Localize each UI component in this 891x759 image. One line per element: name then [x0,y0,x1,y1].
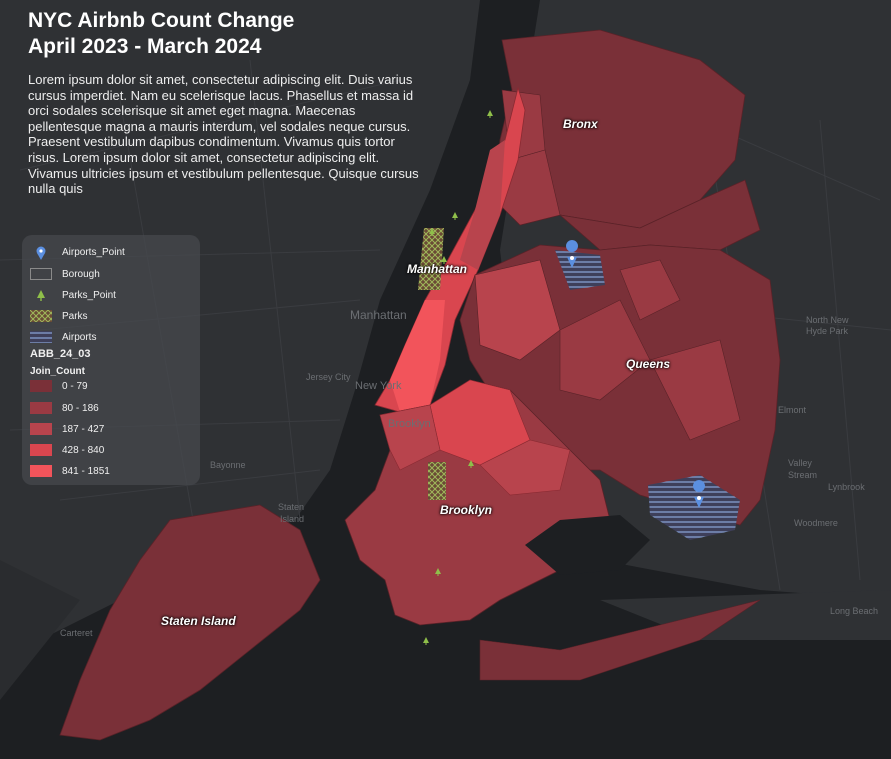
borough-brooklyn[interactable] [344,379,761,681]
legend-layer-title: ABB_24_03 [30,348,91,360]
map-title: NYC Airbnb Count Change April 2023 - Mar… [28,8,294,60]
legend-class-2: 187 - 427 [30,422,104,436]
tree-icon [30,289,52,301]
legend-label: Airports [62,331,97,343]
borough-bronx[interactable] [494,29,761,251]
airport-pin-laguardia-icon [566,240,579,268]
jfk-airport [648,475,740,540]
crosshatch-swatch [30,310,52,322]
legend-label: Borough [62,268,100,280]
basemap-label-long-beach: Long Beach [830,606,879,616]
label-manhattan: Manhattan [407,262,467,276]
legend-label: 841 - 1851 [62,465,110,477]
legend-label: Parks_Point [62,289,116,301]
basemap-label-jersey-city: Jersey City [306,372,351,382]
outline-swatch [30,268,52,280]
borough-manhattan[interactable] [374,86,526,413]
airport-pin-jfk-icon [693,480,706,508]
jamaica-bay [525,515,650,575]
legend-label: 0 - 79 [62,380,88,392]
class-swatch [30,402,52,414]
basemap-label-valley-1: Valley [788,458,812,468]
legend-class-4: 841 - 1851 [30,464,110,478]
prospect-park [428,462,446,500]
legend-label: 187 - 427 [62,423,105,435]
legend-item-airports: Airports [30,330,96,344]
legend-label: 428 - 840 [62,444,105,456]
class-swatch [30,380,52,392]
map-legend: Airports_Point Borough Parks_Point Parks… [22,235,200,485]
legend-item-parks: Parks [30,309,88,323]
horizontal-line-swatch [30,331,52,343]
basemap-label-manhattan: Manhattan [350,308,407,322]
label-bronx: Bronx [563,117,598,131]
basemap-label-staten-1: Staten [278,502,305,512]
legend-class-3: 428 - 840 [30,443,104,457]
basemap-label-carteret: Carteret [60,628,93,638]
legend-item-airports-point: Airports_Point [30,245,125,260]
class-swatch [30,465,52,477]
central-park [418,228,444,290]
legend-label: Parks [62,310,88,322]
map-title-line-2: April 2023 - March 2024 [28,35,262,58]
label-queens: Queens [626,357,671,371]
map-description: Lorem ipsum dolor sit amet, consectetur … [28,72,419,197]
laguardia-airport [555,250,605,290]
basemap-label-valley-2: Stream [788,470,818,480]
basemap-label-nnhp-2: Hyde Park [806,326,849,336]
basemap-label-new-york: New York [355,380,402,392]
legend-class-1: 80 - 186 [30,401,99,415]
class-swatch [30,444,52,456]
basemap-label-elmont: Elmont [778,405,807,415]
label-staten-island: Staten Island [161,614,236,628]
borough-queens[interactable] [459,244,781,540]
airport-pin-icon [30,246,52,260]
map-title-line-1: NYC Airbnb Count Change [28,9,295,32]
borough-staten-island[interactable] [59,504,321,741]
legend-field-title: Join_Count [30,366,85,377]
park-points [423,110,493,645]
legend-item-parks-point: Parks_Point [30,288,116,302]
basemap-label-woodmere: Woodmere [794,518,838,528]
basemap-label-lynbrook: Lynbrook [828,482,865,492]
legend-label: Airports_Point [62,246,125,258]
basemap-label-brooklyn: Brooklyn [388,418,431,430]
legend-class-0: 0 - 79 [30,379,88,393]
legend-item-borough: Borough [30,267,100,281]
basemap-label-bayonne: Bayonne [210,460,246,470]
class-swatch [30,423,52,435]
label-brooklyn: Brooklyn [440,503,493,517]
legend-label: 80 - 186 [62,402,99,414]
basemap-label-staten-2: Island [280,514,305,524]
basemap-label-nnhp-1: North New [806,315,849,325]
